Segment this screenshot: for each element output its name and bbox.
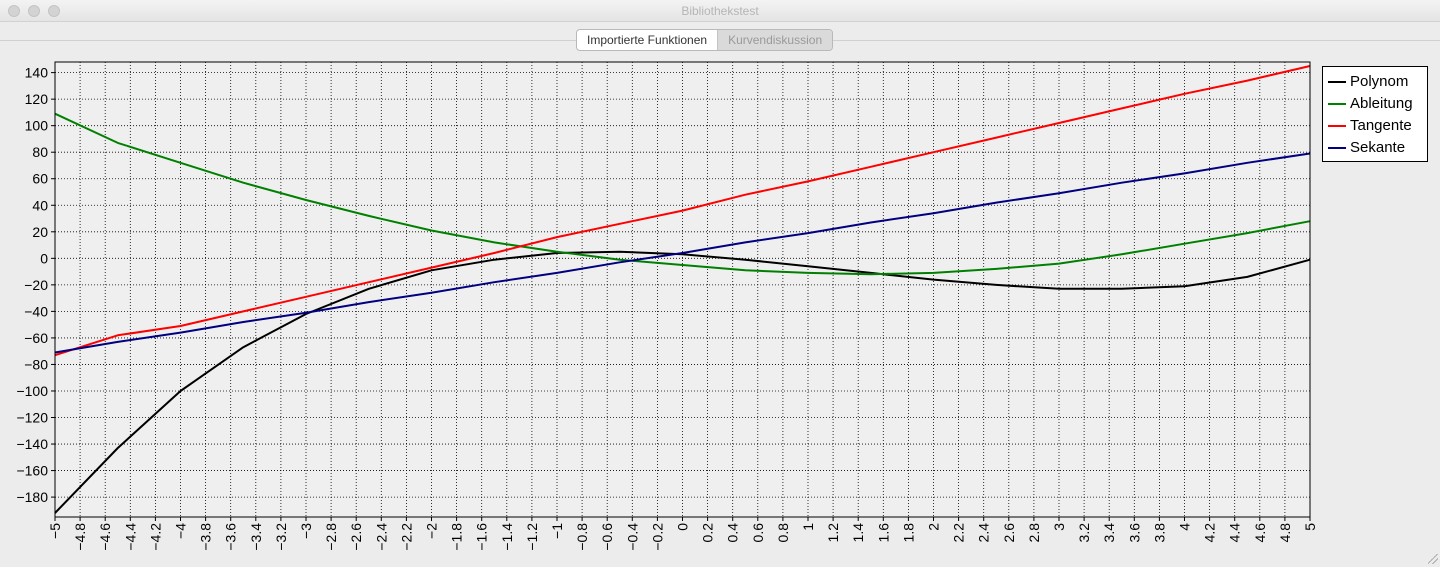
y-tick-label: −80 — [24, 356, 48, 372]
x-tick-label: −1.2 — [524, 523, 540, 551]
x-tick-label: 3.2 — [1076, 523, 1092, 543]
x-tick-label: −1 — [549, 523, 565, 539]
x-tick-label: 0 — [675, 523, 691, 531]
x-tick-label: 1.2 — [825, 523, 841, 543]
x-tick-label: 1.6 — [875, 523, 891, 543]
y-tick-label: 140 — [25, 65, 49, 81]
y-tick-label: −160 — [16, 463, 48, 479]
y-tick-label: −120 — [16, 410, 48, 426]
x-tick-label: 0.6 — [750, 523, 766, 543]
x-tick-label: −3.2 — [273, 523, 289, 551]
series-line-sekante — [54, 152, 1311, 354]
x-tick-label: −2.2 — [398, 523, 414, 551]
x-tick-label: −4.4 — [122, 523, 138, 551]
x-tick-label: 2.8 — [1026, 523, 1042, 543]
x-tick-label: 1.4 — [850, 523, 866, 543]
tab-kurvendiskussion[interactable]: Kurvendiskussion — [717, 30, 833, 50]
window-resize-handle[interactable] — [1428, 554, 1438, 564]
tab-bar: Importierte Funktionen Kurvendiskussion — [576, 29, 834, 51]
legend-label-ableitung: Ableitung — [1350, 95, 1413, 112]
x-tick-label: −4.2 — [147, 523, 163, 551]
x-tick-label: −1.8 — [449, 523, 465, 551]
x-tick-label: −4.6 — [97, 523, 113, 551]
minimize-window-button[interactable] — [28, 5, 40, 17]
x-tick-label: −3.6 — [223, 523, 239, 551]
x-tick-label: 3.4 — [1101, 523, 1117, 543]
x-tick-label: −5 — [47, 523, 63, 539]
x-tick-label: −0.6 — [599, 523, 615, 551]
x-tick-label: −2 — [424, 523, 440, 539]
tab-content-panel: −5 −4.8 −4.6 −4.4 −4.2 −4 −3.8 −3.6 −3.4 −3.2 −3 −2… — [0, 40, 1440, 566]
legend-label-sekante: Sekante — [1350, 139, 1406, 156]
y-tick-label: 20 — [32, 224, 48, 240]
legend-label-tangente: Tangente — [1350, 117, 1412, 134]
zoom-window-button[interactable] — [48, 5, 60, 17]
x-tick-label: −3.8 — [198, 523, 214, 551]
y-tick-label: 80 — [32, 144, 48, 160]
window-titlebar: Bibliothekstest — [0, 0, 1440, 22]
x-tick-label: 2.6 — [1001, 523, 1017, 543]
series-line-tangente — [54, 65, 1311, 357]
series-line-polynom — [54, 250, 1311, 514]
x-tick-label: −2.6 — [348, 523, 364, 551]
x-tick-label: 5 — [1302, 523, 1318, 531]
plot-frame — [54, 61, 1311, 518]
x-tick-label: −3.4 — [248, 523, 264, 551]
legend-item-sekante: Sekante — [1323, 137, 1427, 159]
y-tick-label: −180 — [16, 489, 48, 505]
x-tick-label: 4.8 — [1277, 523, 1293, 543]
y-tick-label: −20 — [24, 277, 48, 293]
close-window-button[interactable] — [8, 5, 20, 17]
x-tick-label: −1.6 — [474, 523, 490, 551]
x-tick-label: −2.8 — [323, 523, 339, 551]
x-tick-label: 1.8 — [900, 523, 916, 543]
x-tick-label: 4 — [1177, 523, 1193, 531]
y-tick-label: −100 — [16, 383, 48, 399]
x-tick-label: 3.6 — [1126, 523, 1142, 543]
legend-item-polynom: Polynom — [1323, 71, 1427, 93]
legend-swatch-tangente — [1328, 125, 1346, 127]
y-tick-label: −140 — [16, 436, 48, 452]
x-tick-label: −0.8 — [574, 523, 590, 551]
x-tick-label: 4.4 — [1227, 523, 1243, 543]
y-tick-label: 100 — [25, 118, 49, 134]
x-tick-label: 3 — [1051, 523, 1067, 531]
y-tick-label: 40 — [32, 197, 48, 213]
legend-item-tangente: Tangente — [1323, 115, 1427, 137]
x-tick-label: 0.4 — [725, 523, 741, 543]
x-tick-label: −0.4 — [624, 523, 640, 551]
x-tick-label: 2 — [926, 523, 942, 531]
x-tick-label: −0.2 — [649, 523, 665, 551]
x-tick-label: −2.4 — [373, 523, 389, 551]
x-tick-label: 4.2 — [1202, 523, 1218, 543]
x-tick-label: 4.6 — [1252, 523, 1268, 543]
y-tick-label: −40 — [24, 303, 48, 319]
chart-legend: Polynom Ableitung Tangente Sekante — [1322, 66, 1428, 162]
x-tick-label: 3.8 — [1151, 523, 1167, 543]
x-tick-label: 2.2 — [951, 523, 967, 543]
y-tick-label: 120 — [25, 91, 49, 107]
legend-swatch-sekante — [1328, 147, 1346, 149]
x-tick-label: −1.4 — [499, 523, 515, 551]
function-plot: −5 −4.8 −4.6 −4.4 −4.2 −4 −3.8 −3.6 −3.4 −3.2 −3 −2… — [16, 61, 1318, 551]
x-tick-label: −4 — [173, 523, 189, 539]
series-line-ableitung — [54, 112, 1311, 276]
legend-swatch-polynom — [1328, 81, 1346, 83]
legend-label-polynom: Polynom — [1350, 73, 1409, 90]
y-tick-label: −60 — [24, 330, 48, 346]
x-tick-label: −4.8 — [72, 523, 88, 551]
y-tick-label: 0 — [40, 250, 48, 266]
legend-item-ableitung: Ableitung — [1323, 93, 1427, 115]
window-title: Bibliothekstest — [681, 4, 759, 18]
legend-swatch-ableitung — [1328, 103, 1346, 105]
x-tick-label: 0.8 — [775, 523, 791, 543]
tab-importierte-funktionen[interactable]: Importierte Funktionen — [587, 33, 708, 47]
x-tick-label: 2.4 — [976, 523, 992, 543]
y-tick-label: 60 — [32, 171, 48, 187]
x-tick-label: −3 — [298, 523, 314, 539]
x-tick-label: 0.2 — [700, 523, 716, 543]
x-tick-label: 1 — [800, 523, 816, 531]
